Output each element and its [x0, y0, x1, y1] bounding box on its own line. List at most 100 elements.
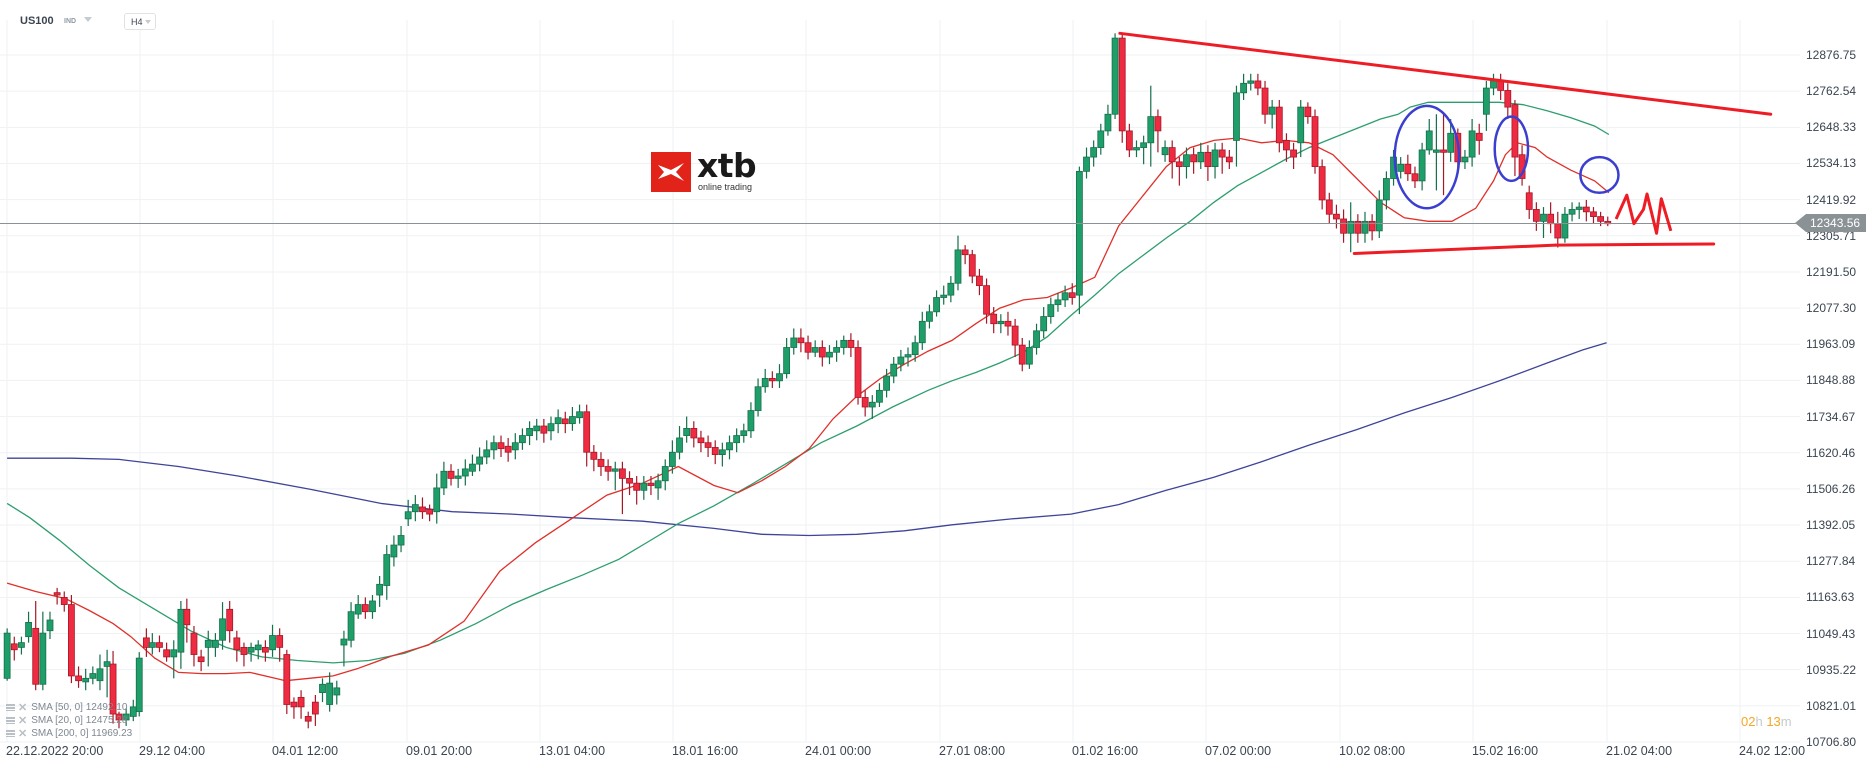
bullish-candle: [776, 373, 783, 382]
bearish-candle: [1154, 116, 1162, 132]
time-axis-label: 13.01 04:00: [539, 744, 606, 758]
candlesticks: [3, 33, 1612, 729]
symbol-dropdown-caret-icon[interactable]: [84, 17, 92, 22]
highlight-circle-3[interactable]: [1579, 155, 1620, 195]
bearish-candle: [142, 637, 150, 648]
bearish-candle: [32, 627, 40, 685]
bullish-candle: [661, 466, 669, 482]
support-line-left[interactable]: [1352, 243, 1557, 255]
bearish-candle: [283, 654, 291, 705]
chart-header: US100 IND H4: [0, 0, 400, 40]
bullish-candle: [876, 389, 883, 403]
bullish-candle: [340, 638, 348, 646]
current-price-tag-arrow: [1795, 214, 1806, 232]
bullish-candle: [319, 683, 326, 694]
bearish-candle: [1275, 106, 1283, 144]
bearish-candle: [115, 713, 123, 721]
bearish-candle: [1311, 116, 1319, 168]
legend-row-sma50[interactable]: ✕ SMA [50, 0] 12492.10: [6, 701, 132, 714]
bullish-candle: [1347, 220, 1355, 234]
legend-row-sma20[interactable]: ✕ SMA [20, 0] 12475.28: [6, 714, 132, 727]
symbol-name[interactable]: US100: [20, 15, 54, 27]
price-axis-label: 11734.67: [1806, 409, 1856, 424]
bullish-candle: [1047, 304, 1055, 317]
close-icon[interactable]: ✕: [18, 715, 28, 727]
resistance-trendline[interactable]: [1118, 31, 1773, 116]
price-axis-label: 12077.30: [1806, 301, 1857, 316]
bullish-candle: [1233, 92, 1240, 141]
bearish-candle: [847, 339, 855, 348]
bullish-candle: [461, 468, 469, 477]
settings-bars-icon[interactable]: [6, 730, 15, 737]
bullish-candle: [833, 347, 841, 353]
bullish-candle: [718, 449, 726, 455]
bullish-candle: [369, 600, 376, 613]
logo-tagline: online trading: [698, 182, 753, 192]
bearish-candle: [297, 696, 305, 708]
bullish-candle: [1461, 156, 1469, 163]
bearish-candle: [1340, 218, 1347, 234]
bearish-candle: [60, 597, 68, 605]
bearish-candle: [1547, 213, 1555, 225]
bullish-candle: [1090, 147, 1098, 158]
current-price-tag: 12343.56: [1806, 214, 1866, 232]
support-line-right[interactable]: [1553, 242, 1716, 247]
bearish-candle: [1590, 211, 1597, 217]
bullish-candle: [1425, 130, 1433, 151]
bearish-candle: [226, 608, 234, 632]
bullish-candle: [911, 342, 919, 356]
time-axis-label: 24.01 00:00: [805, 744, 872, 758]
bullish-candle: [490, 442, 498, 451]
bullish-candle: [897, 356, 905, 365]
bullish-candle: [1561, 213, 1569, 239]
bullish-candle: [177, 608, 185, 653]
settings-bars-icon[interactable]: [6, 704, 15, 711]
bearish-candle: [1368, 220, 1376, 232]
bearish-candle: [1554, 223, 1562, 239]
symbol-type-badge: IND: [64, 18, 77, 25]
bullish-candle: [433, 487, 441, 513]
bearish-candle: [361, 604, 369, 613]
bearish-candle: [1511, 104, 1519, 158]
bullish-candle: [1568, 209, 1576, 215]
price-axis-label: 11848.88: [1806, 373, 1856, 388]
sma-200-line: [7, 342, 1607, 537]
settings-bars-icon[interactable]: [6, 717, 15, 724]
bullish-candle: [440, 470, 448, 489]
bullish-candle: [1083, 156, 1090, 172]
bearish-candle: [647, 482, 655, 486]
bearish-candle: [261, 646, 269, 653]
bearish-candle: [961, 249, 969, 256]
bullish-candle: [1361, 220, 1369, 234]
bearish-candle: [156, 642, 163, 648]
bearish-candle: [1261, 87, 1269, 115]
price-axis-label: 11277.84: [1806, 554, 1856, 569]
price-axis-label: 12191.50: [1806, 264, 1857, 279]
price-axis-label: 10935.22: [1806, 662, 1857, 677]
bullish-candle: [1375, 199, 1383, 232]
bullish-candle: [554, 417, 562, 425]
timeframe-select[interactable]: H4: [124, 13, 156, 30]
highlight-ellipse-1[interactable]: [1393, 104, 1461, 210]
bullish-candle: [569, 416, 576, 425]
bullish-candle: [1075, 170, 1083, 296]
legend-row-sma200[interactable]: ✕ SMA [200, 0] 11969.23: [6, 727, 132, 740]
highlight-ellipse-2[interactable]: [1493, 115, 1530, 183]
bearish-candle: [1440, 149, 1447, 153]
close-icon[interactable]: ✕: [18, 728, 28, 740]
bearish-candle: [1218, 149, 1226, 158]
bullish-candle: [1247, 80, 1255, 84]
bearish-candle: [197, 656, 205, 663]
bullish-candle: [1054, 299, 1062, 306]
bullish-candle: [1397, 163, 1405, 172]
bullish-candle: [96, 668, 104, 682]
trend-drawings[interactable]: [1118, 31, 1773, 255]
time-axis-label: 15.02 16:00: [1472, 744, 1539, 758]
projection-zigzag[interactable]: [1614, 192, 1673, 235]
bullish-candle: [790, 337, 798, 348]
countdown-hours-unit: h: [1755, 714, 1763, 729]
close-icon[interactable]: ✕: [18, 702, 28, 714]
bearish-candle: [1404, 163, 1412, 175]
bullish-candle: [148, 642, 156, 648]
